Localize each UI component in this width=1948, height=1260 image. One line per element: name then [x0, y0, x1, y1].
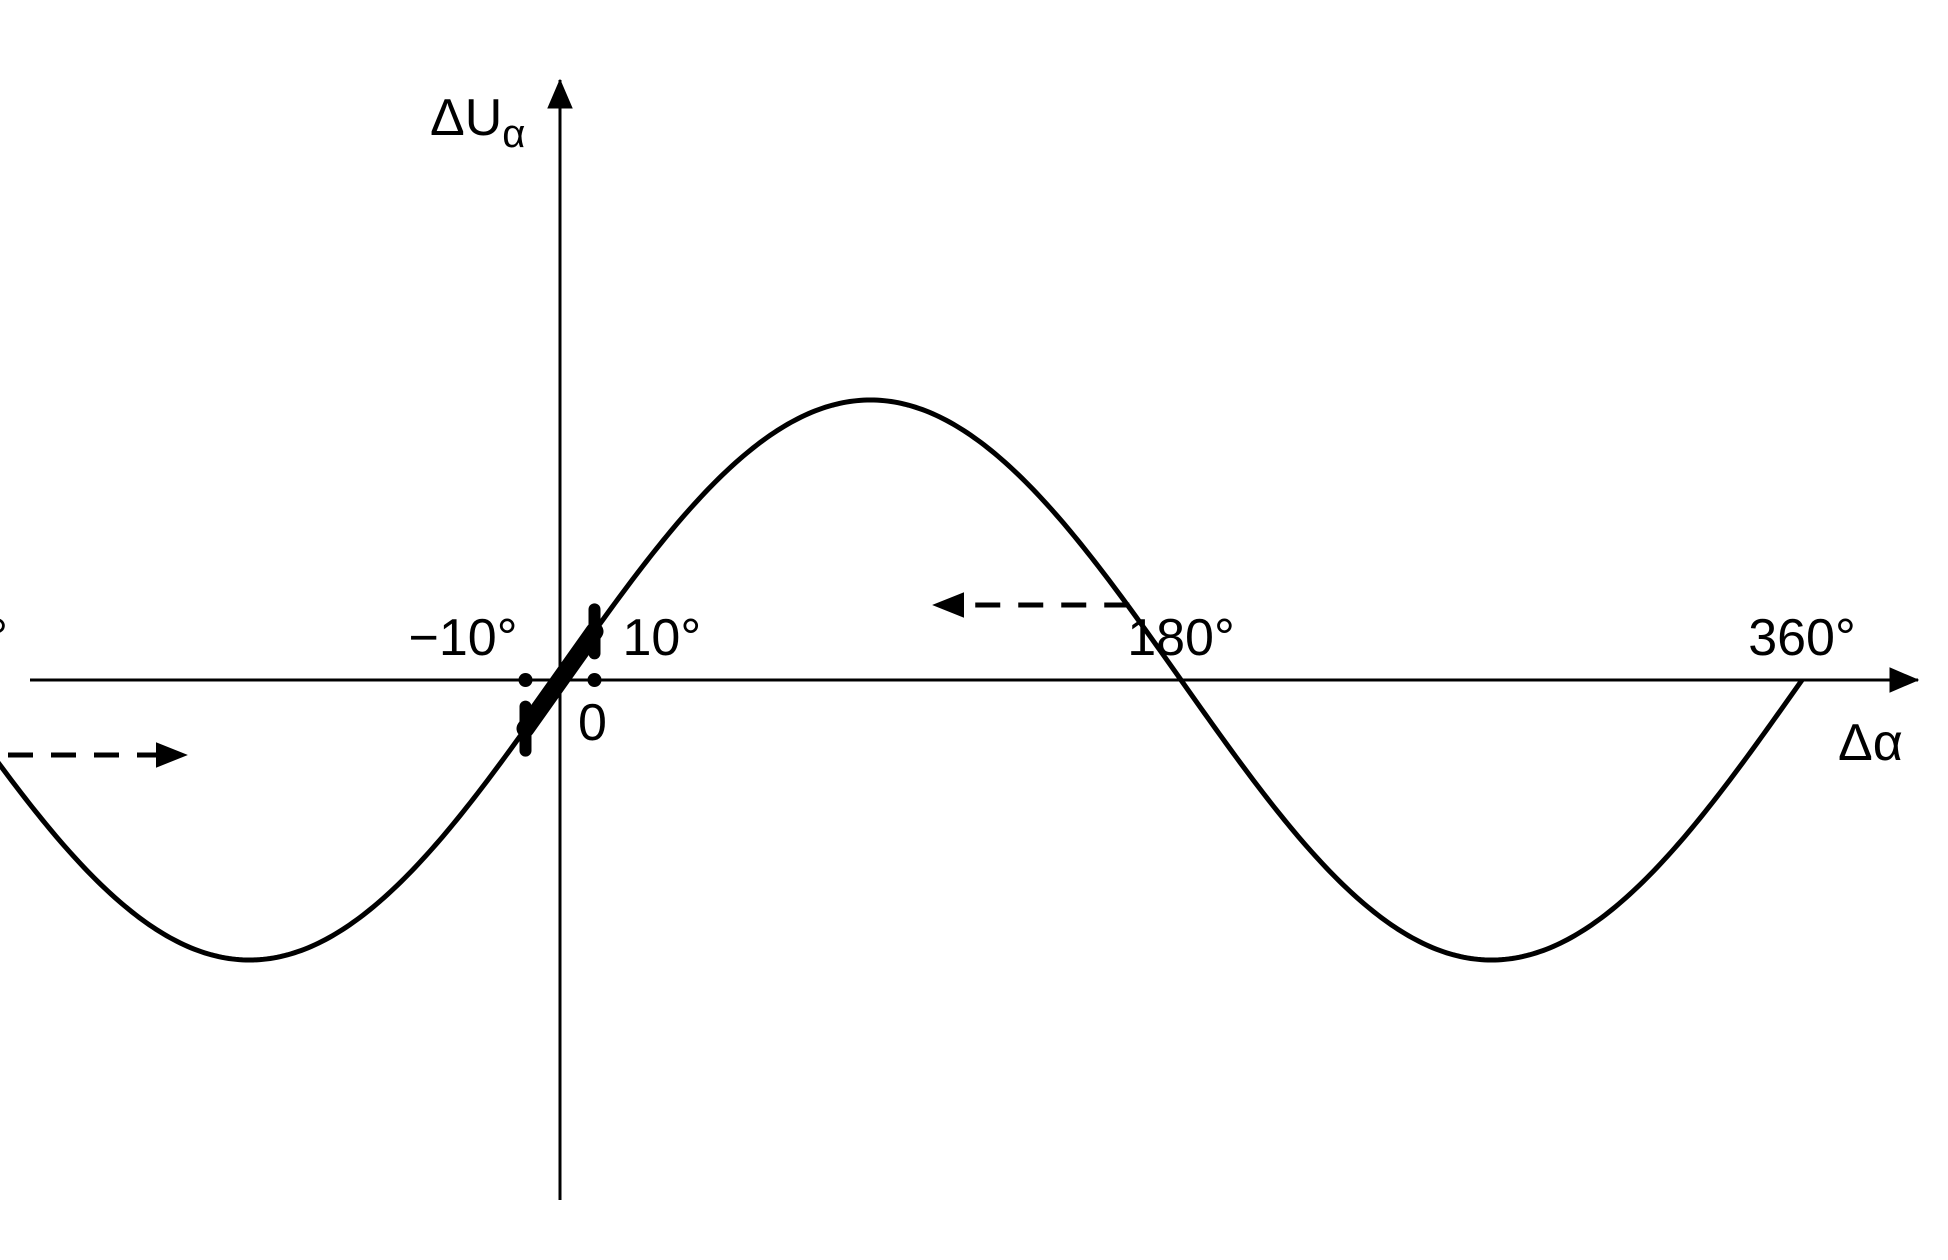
direction-arrowhead	[934, 593, 964, 617]
axis-dot	[588, 673, 602, 687]
direction-arrowhead	[157, 743, 187, 767]
tick-label: −10°	[408, 609, 517, 667]
sine-chart: ΔUα Δα −180° −10° 0 10° 180° 360°	[0, 0, 1948, 1260]
tick-label: 360°	[1748, 609, 1856, 667]
axis-dot	[519, 673, 533, 687]
y-axis-arrowhead	[548, 80, 572, 108]
tick-label: 10°	[623, 609, 702, 667]
x-axis-arrowhead	[1890, 668, 1918, 692]
tick-label: −180°	[0, 609, 8, 667]
tick-label: 180°	[1127, 609, 1235, 667]
tick-label: 0	[578, 694, 607, 752]
y-axis-label: ΔUα	[430, 89, 525, 156]
x-axis-label: Δα	[1838, 714, 1903, 772]
